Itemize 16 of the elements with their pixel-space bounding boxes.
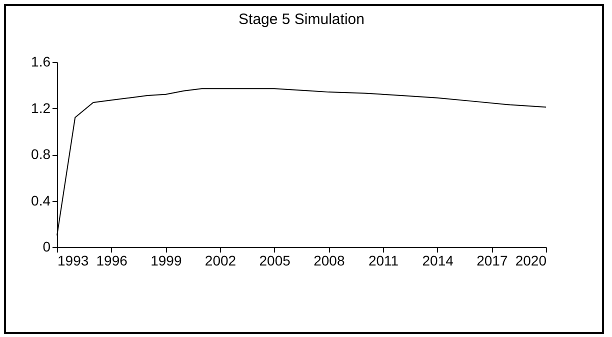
- x-tick-label: 1996: [96, 252, 128, 268]
- y-tick-label: 1.2: [31, 100, 51, 116]
- x-tick-label: 2020: [515, 252, 547, 268]
- x-tick-label: 2011: [368, 252, 399, 268]
- x-tick-label: 1999: [150, 252, 182, 268]
- y-tick-label: 0.4: [31, 192, 51, 208]
- x-tick-label: 2017: [476, 252, 508, 268]
- x-tick-label: 2008: [314, 252, 345, 268]
- x-tick-label: 2014: [422, 252, 454, 268]
- x-tick-label: 1993: [58, 252, 89, 268]
- chart-title: Stage 5 Simulation: [238, 11, 364, 28]
- y-tick-label: 0: [42, 238, 51, 254]
- x-tick-label: 2005: [259, 252, 291, 268]
- y-tick-label: 0.8: [31, 146, 51, 162]
- x-tick-label: 2002: [204, 252, 236, 268]
- y-tick-label: 1.6: [31, 54, 51, 70]
